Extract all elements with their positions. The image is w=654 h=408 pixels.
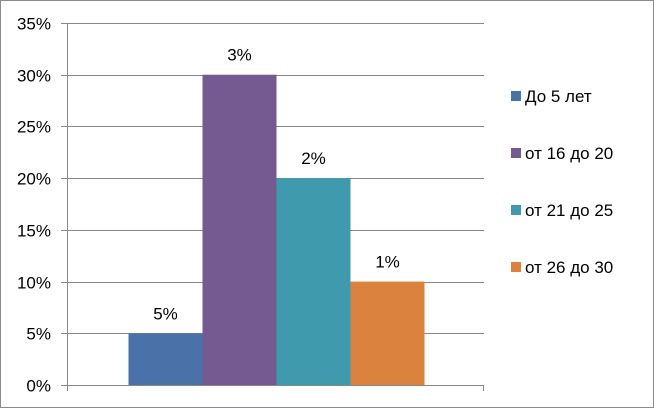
bar bbox=[350, 281, 425, 385]
legend-swatch bbox=[511, 91, 521, 101]
legend-swatch bbox=[511, 262, 521, 272]
data-label: 3% bbox=[227, 46, 252, 65]
y-tick-label: 30% bbox=[17, 67, 51, 86]
legend-label: от 16 до 20 bbox=[525, 144, 613, 163]
legend: До 5 лет от 16 до 20 от 21 до 25 от 26 до 3… bbox=[511, 87, 613, 277]
bar bbox=[276, 178, 351, 385]
y-tick-label: 0% bbox=[26, 377, 51, 396]
y-tick-label: 25% bbox=[17, 118, 51, 137]
legend-label: от 21 до 25 bbox=[525, 201, 613, 220]
legend-label: от 26 до 30 bbox=[525, 258, 613, 277]
y-tick-label: 15% bbox=[17, 222, 51, 241]
y-tick-label: 5% bbox=[26, 325, 51, 344]
y-tick-label: 35% bbox=[17, 15, 51, 34]
data-labels: 5% 3% 2% 1% bbox=[153, 46, 400, 324]
data-label: 1% bbox=[375, 253, 400, 272]
axes: 0% 5% 10% 15% 20% 25% 30% 35% bbox=[17, 15, 484, 396]
data-label: 2% bbox=[301, 149, 326, 168]
data-label: 5% bbox=[153, 304, 178, 323]
legend-label: До 5 лет bbox=[525, 87, 592, 106]
bar bbox=[128, 333, 203, 385]
y-tick-label: 10% bbox=[17, 274, 51, 293]
bars bbox=[128, 74, 425, 385]
legend-swatch bbox=[511, 205, 521, 215]
bar bbox=[202, 74, 277, 385]
legend-swatch bbox=[511, 148, 521, 158]
y-tick-label: 20% bbox=[17, 170, 51, 189]
